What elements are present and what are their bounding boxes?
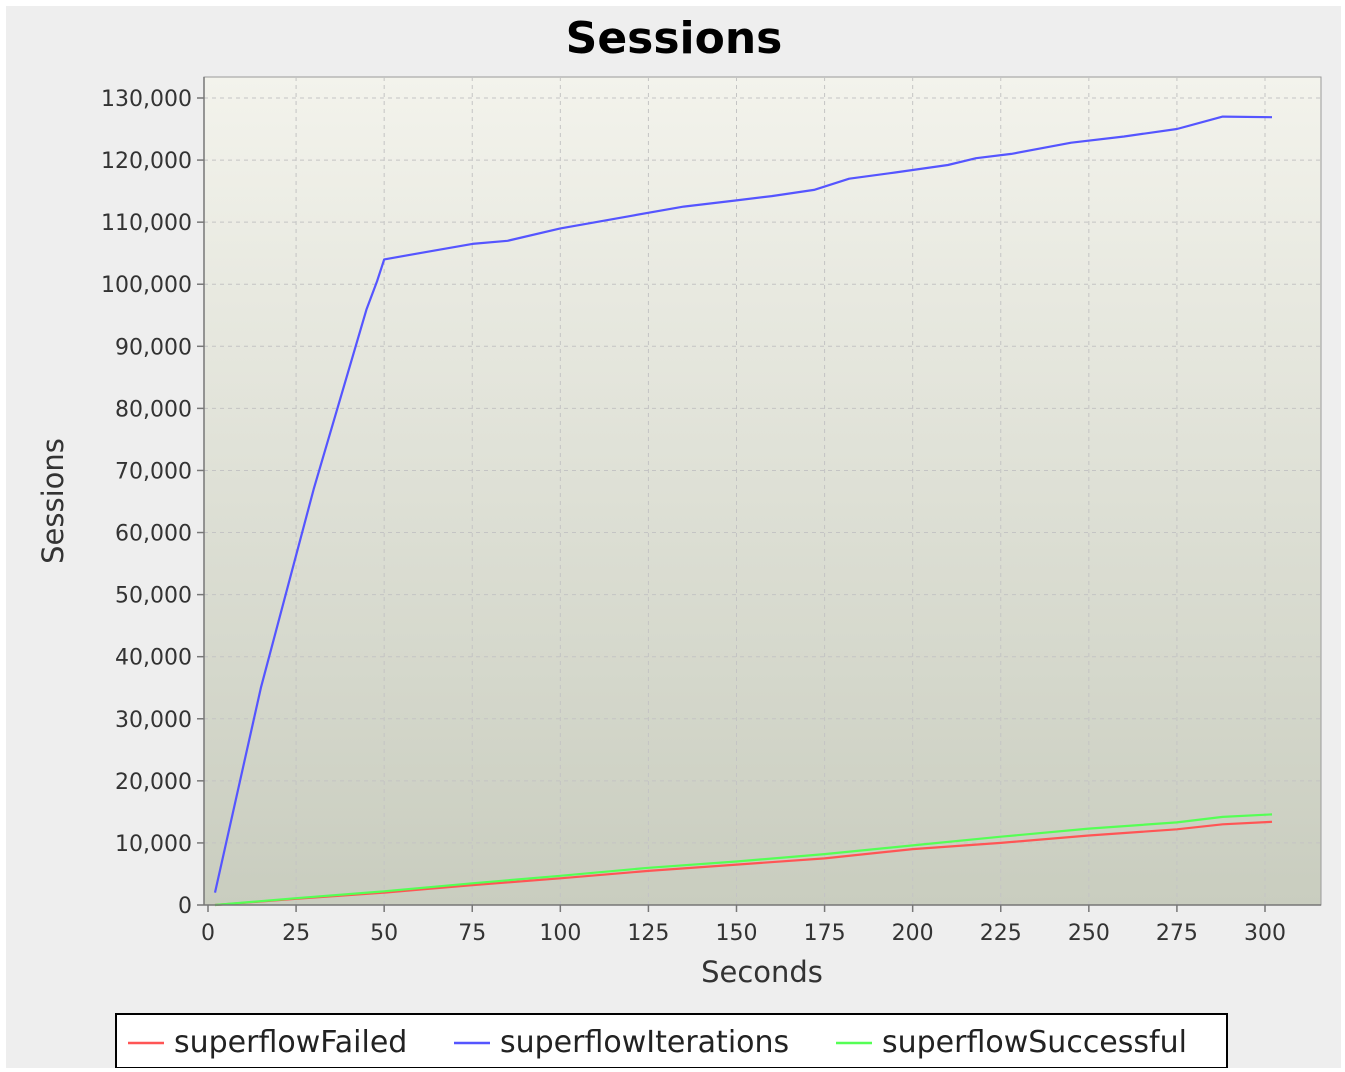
legend-items: superflowFailed superflowIterations superf… bbox=[128, 1025, 1187, 1060]
x-tick-label: 225 bbox=[980, 921, 1022, 946]
y-axis-label: Sessions bbox=[36, 438, 70, 564]
x-tick-label: 175 bbox=[804, 921, 846, 946]
series-line-superflowIterations bbox=[213, 115, 1273, 893]
legend-label-superflowSuccessful: superflowSuccessful bbox=[882, 1025, 1187, 1060]
legend: superflowFailed superflowIterations superf… bbox=[115, 1013, 1228, 1069]
x-tick-label: 75 bbox=[458, 921, 486, 946]
x-tick-label: 125 bbox=[627, 921, 669, 946]
y-tick-label: 60,000 bbox=[115, 522, 192, 547]
y-tick-label: 20,000 bbox=[115, 770, 192, 795]
series-line-superflowFailed bbox=[214, 820, 1273, 907]
x-tick-label: 200 bbox=[892, 921, 934, 946]
x-tick-label: 0 bbox=[201, 921, 215, 946]
y-tick-label: 50,000 bbox=[115, 584, 192, 609]
x-tick-label: 275 bbox=[1156, 921, 1198, 946]
y-tick-label: 70,000 bbox=[115, 459, 192, 484]
x-axis-ticks: 0 25 50 75 100 125 150 175 200 225 250 275 300 bbox=[201, 905, 1286, 946]
x-tick-label: 50 bbox=[370, 921, 398, 946]
series-group bbox=[213, 115, 1273, 907]
y-tick-label: 120,000 bbox=[101, 149, 192, 174]
x-tick-label: 250 bbox=[1068, 921, 1110, 946]
y-tick-label: 30,000 bbox=[115, 708, 192, 733]
grid bbox=[204, 77, 1321, 905]
y-tick-label: 10,000 bbox=[115, 832, 192, 857]
plot-area bbox=[203, 76, 1322, 906]
x-tick-label: 150 bbox=[716, 921, 758, 946]
x-axis-label: Seconds bbox=[701, 955, 823, 989]
y-tick-label: 100,000 bbox=[101, 273, 192, 298]
x-tick-label: 300 bbox=[1244, 921, 1286, 946]
y-tick-label: 40,000 bbox=[115, 646, 192, 671]
y-tick-label: 80,000 bbox=[115, 397, 192, 422]
y-tick-label: 0 bbox=[178, 894, 192, 919]
chart-title: Sessions bbox=[566, 13, 783, 64]
y-tick-label: 130,000 bbox=[101, 87, 192, 112]
x-tick-label: 25 bbox=[282, 921, 310, 946]
series-line-superflowSuccessful bbox=[214, 813, 1273, 907]
legend-label-superflowFailed: superflowFailed bbox=[174, 1025, 407, 1060]
x-tick-label: 100 bbox=[539, 921, 581, 946]
y-axis-ticks: 0 10,000 20,000 30,000 40,000 50,000 60,000 70,… bbox=[101, 87, 204, 919]
legend-box bbox=[115, 1013, 1228, 1069]
y-tick-label: 110,000 bbox=[101, 211, 192, 236]
y-tick-label: 90,000 bbox=[115, 335, 192, 360]
legend-label-superflowIterations: superflowIterations bbox=[500, 1025, 789, 1060]
